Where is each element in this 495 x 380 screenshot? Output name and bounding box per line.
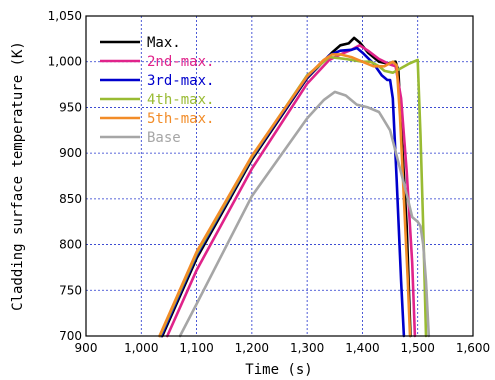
y-axis-title: Cladding surface temperature (K) [10, 41, 26, 311]
legend-label: Base [147, 130, 181, 146]
x-tick-label: 1,000 [124, 341, 158, 355]
y-tick-label: 800 [59, 238, 82, 252]
x-tick-label: 1,300 [290, 341, 324, 355]
y-tick-label: 900 [59, 146, 82, 160]
x-tick-label: 1,400 [345, 341, 379, 355]
x-tick-label: 1,100 [179, 341, 213, 355]
legend-label: 5th-max. [147, 111, 214, 127]
y-tick-label: 950 [59, 100, 82, 114]
series-line-6 [178, 90, 431, 338]
legend: Max. 2nd-max. 3rd-max. 4th-max. 5th-max. Base [100, 35, 214, 146]
x-tick-label: 1,600 [456, 341, 490, 355]
x-tick-label: 1,500 [401, 341, 435, 355]
y-tick-label: 850 [59, 192, 82, 206]
axis-ticks: 900 1,000 1,100 1,200 1,300 1,400 1,500 1,600 70… [48, 9, 491, 355]
y-tick-label: 1,050 [48, 9, 82, 23]
plot-frame [85, 15, 474, 337]
grid [86, 16, 473, 336]
series-line-5 [158, 53, 412, 338]
series-lines [158, 36, 431, 338]
x-axis-title: Time (s) [245, 362, 312, 378]
x-tick-label: 1,200 [235, 341, 269, 355]
legend-label: Max. [147, 35, 181, 51]
series-line-2 [166, 44, 417, 338]
legend-label: 3rd-max. [147, 73, 214, 89]
x-tick-label: 900 [75, 341, 98, 355]
plot-area [86, 16, 473, 336]
y-tick-label: 700 [59, 329, 82, 343]
y-tick-label: 750 [59, 283, 82, 297]
legend-label: 4th-max. [147, 92, 214, 108]
legend-label: 2nd-max. [147, 54, 214, 70]
y-tick-label: 1,000 [48, 55, 82, 69]
